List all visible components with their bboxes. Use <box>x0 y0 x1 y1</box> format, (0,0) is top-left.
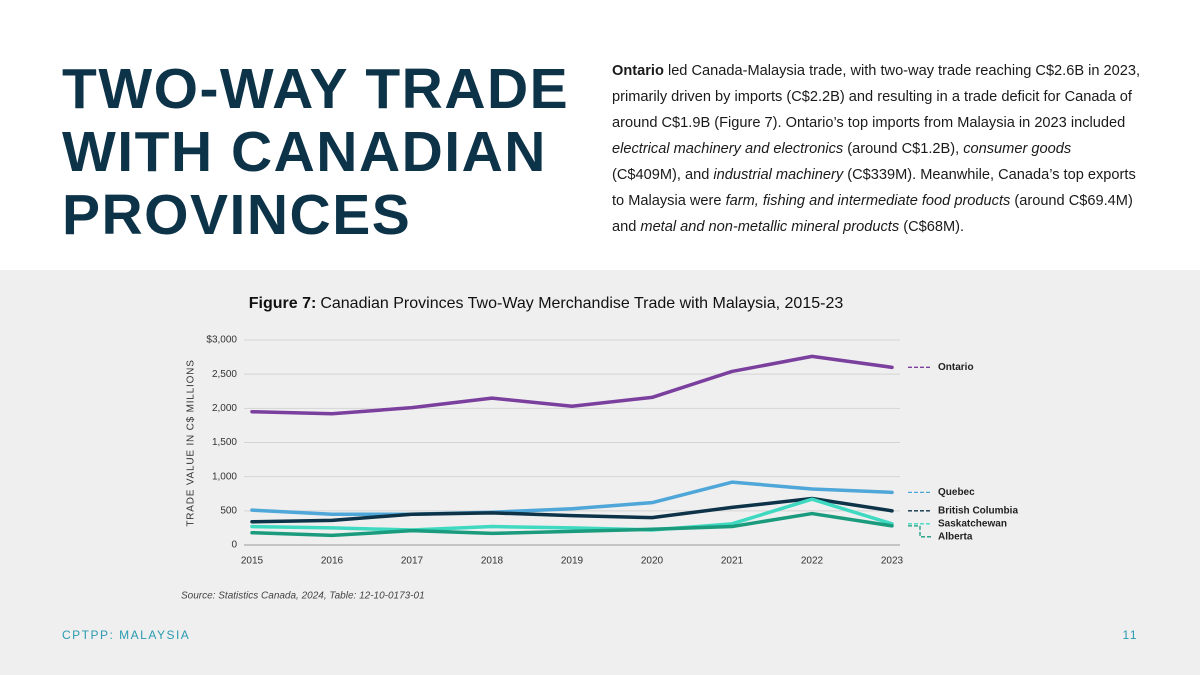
x-tick-label: 2022 <box>801 556 824 567</box>
italic-run: farm, fishing and intermediate food prod… <box>725 193 1011 209</box>
series-line <box>250 511 894 538</box>
bold-run: Ontario <box>612 63 664 79</box>
text-run: (C$339M). Meanwhile, Canada’s top export… <box>612 167 1136 209</box>
y-tick-label: 500 <box>220 505 237 516</box>
footer-left: CPTPP: MALAYSIA <box>62 628 191 642</box>
legend-label: Saskatchewan <box>938 518 1007 529</box>
legend-label: Quebec <box>938 487 975 498</box>
x-tick-label: 2017 <box>401 556 424 567</box>
italic-run: electrical machinery and electronics <box>612 141 844 157</box>
y-tick-label: 1,000 <box>212 471 237 482</box>
x-tick-label: 2015 <box>241 556 264 567</box>
heading-line: TWO-WAY TRADE <box>62 57 570 121</box>
heading: TWO-WAY TRADE WITH CANADIAN PROVINCES <box>62 58 569 247</box>
legend-leader <box>908 525 932 538</box>
y-tick-label: 2,500 <box>212 369 237 380</box>
title-text: Canadian Provinces Two-Way Merchandise T… <box>320 295 843 312</box>
text-run: (around C$69.4M) and <box>612 193 1133 235</box>
x-tick-label: 2020 <box>641 556 664 567</box>
page-number: 11 <box>1122 628 1138 642</box>
series-line <box>250 354 894 416</box>
text-run: (C$68M). <box>899 219 965 235</box>
text-run: (around C$1.2B), <box>843 141 964 157</box>
x-tick-label: 2021 <box>721 556 744 567</box>
italic-run: metal and non-metallic mineral products <box>640 219 900 235</box>
chart-title: Figure 7: Canadian Provinces Two-Way Merc… <box>249 295 844 312</box>
figure-label: Figure 7: <box>249 295 317 312</box>
y-tick-label: 2,000 <box>212 403 237 414</box>
legend-label: Ontario <box>938 362 974 373</box>
series-line <box>250 497 894 532</box>
y-tick-label: 1,500 <box>212 437 237 448</box>
y-axis-label: TRADE VALUE IN C$ MILLIONS <box>186 359 197 526</box>
series-line <box>250 480 894 516</box>
text-run: led Canada-Malaysia trade, with two-way … <box>612 63 1141 131</box>
italic-run: consumer goods <box>963 141 1072 157</box>
x-tick-label: 2018 <box>481 556 504 567</box>
legend-label: British Columbia <box>938 505 1018 516</box>
chart-panel <box>0 270 1200 675</box>
italic-run: industrial machinery <box>713 167 844 183</box>
source: Source: Statistics Canada, 2024, Table: … <box>181 591 425 602</box>
y-tick-label: 0 <box>231 540 237 551</box>
text-run: (C$409M), and <box>612 167 714 183</box>
heading-line: PROVINCES <box>62 183 412 247</box>
series-line <box>250 496 894 524</box>
x-tick-label: 2023 <box>881 556 904 567</box>
paragraph: Ontario led Canada-Malaysia trade, with … <box>612 58 1144 240</box>
legend-label: Alberta <box>938 531 973 542</box>
y-tick-label: $3,000 <box>206 335 237 346</box>
x-tick-label: 2019 <box>561 556 584 567</box>
x-tick-label: 2016 <box>321 556 344 567</box>
heading-line: WITH CANADIAN <box>62 120 547 184</box>
